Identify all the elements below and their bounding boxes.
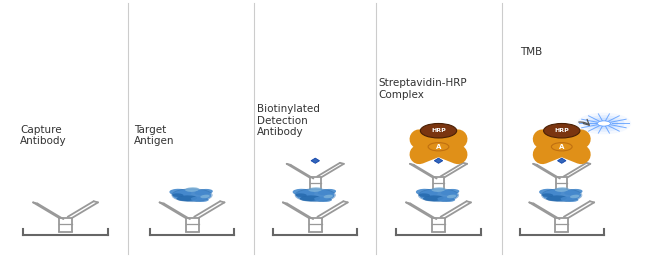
Ellipse shape xyxy=(172,193,183,197)
Circle shape xyxy=(595,120,612,127)
Ellipse shape xyxy=(416,189,438,196)
Ellipse shape xyxy=(318,189,336,195)
Polygon shape xyxy=(558,158,566,163)
Ellipse shape xyxy=(185,187,199,192)
Circle shape xyxy=(421,124,457,138)
Ellipse shape xyxy=(542,189,581,202)
Ellipse shape xyxy=(539,189,561,196)
Ellipse shape xyxy=(570,195,579,198)
Ellipse shape xyxy=(308,187,322,192)
Ellipse shape xyxy=(419,189,458,202)
Circle shape xyxy=(590,118,618,129)
Text: TMB: TMB xyxy=(519,47,542,57)
Ellipse shape xyxy=(546,195,567,201)
Ellipse shape xyxy=(447,195,456,198)
Ellipse shape xyxy=(432,187,445,192)
Text: Streptavidin-HRP
Complex: Streptavidin-HRP Complex xyxy=(378,78,467,100)
Polygon shape xyxy=(434,158,443,163)
Text: Target
Antigen: Target Antigen xyxy=(134,125,174,146)
Text: HRP: HRP xyxy=(431,128,446,133)
Ellipse shape xyxy=(314,197,332,202)
Ellipse shape xyxy=(191,197,209,202)
Ellipse shape xyxy=(200,195,210,198)
Circle shape xyxy=(551,143,572,151)
Ellipse shape xyxy=(437,197,455,202)
Ellipse shape xyxy=(419,193,430,197)
Ellipse shape xyxy=(324,195,333,198)
Ellipse shape xyxy=(564,189,582,195)
Circle shape xyxy=(583,115,625,132)
Ellipse shape xyxy=(541,193,553,197)
Text: Capture
Antibody: Capture Antibody xyxy=(20,125,67,146)
Ellipse shape xyxy=(170,189,191,196)
Text: Biotinylated
Detection
Antibody: Biotinylated Detection Antibody xyxy=(257,104,320,137)
Ellipse shape xyxy=(441,189,460,195)
Ellipse shape xyxy=(554,187,569,192)
Circle shape xyxy=(428,143,449,151)
Text: HRP: HRP xyxy=(554,128,569,133)
Ellipse shape xyxy=(296,189,335,202)
Text: A: A xyxy=(436,144,441,150)
Ellipse shape xyxy=(300,195,320,201)
Text: A: A xyxy=(559,144,564,150)
Circle shape xyxy=(597,121,610,126)
Ellipse shape xyxy=(173,189,211,202)
Ellipse shape xyxy=(292,189,315,196)
Ellipse shape xyxy=(177,195,197,201)
Ellipse shape xyxy=(560,197,578,202)
Ellipse shape xyxy=(423,195,443,201)
Polygon shape xyxy=(311,158,320,163)
Circle shape xyxy=(543,124,580,138)
Ellipse shape xyxy=(194,189,213,195)
Circle shape xyxy=(577,113,631,134)
Ellipse shape xyxy=(295,193,307,197)
